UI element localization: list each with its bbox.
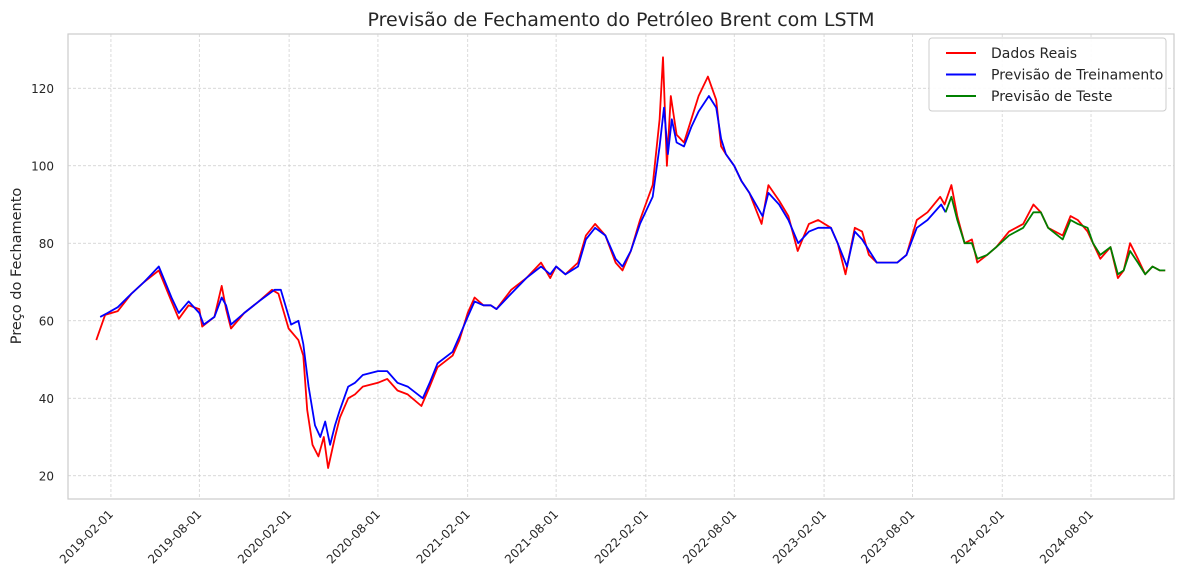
legend-box (928, 37, 1167, 112)
x-tick-label: 2019-02-01 (57, 507, 116, 566)
x-tick-label: 2023-02-01 (770, 507, 829, 566)
x-tick-label: 2020-08-01 (324, 507, 383, 566)
y-tick-label: 20 (39, 469, 54, 483)
legend-label: Dados Reais (991, 46, 1077, 62)
x-tick-label: 2020-02-01 (235, 507, 294, 566)
y-tick-label: 120 (31, 82, 54, 96)
x-tick-label: 2022-02-01 (592, 507, 651, 566)
legend: Dados Reais Previsão de Treinamento Previs… (928, 37, 1167, 112)
y-tick-label: 100 (31, 159, 54, 173)
x-axis-ticks: 2019-02-01 2019-08-01 2020-02-01 2020-08-01… (57, 507, 1096, 566)
legend-label: Previsão de Teste (991, 89, 1112, 105)
x-tick-label: 2022-08-01 (680, 507, 739, 566)
x-tick-label: 2021-08-01 (502, 507, 561, 566)
x-tick-label: 2024-08-01 (1037, 507, 1096, 566)
legend-label: Previsão de Treinamento (991, 68, 1163, 84)
x-tick-label: 2023-08-01 (858, 507, 917, 566)
x-tick-label: 2021-02-01 (414, 507, 473, 566)
y-axis-ticks: 20 40 60 80 100 120 (31, 82, 54, 484)
series-line-2 (944, 195, 1166, 276)
y-tick-label: 80 (39, 237, 54, 251)
chart-title: Previsão de Fechamento do Petróleo Brent… (368, 9, 875, 31)
x-tick-label: 2019-08-01 (145, 507, 204, 566)
series-line-1 (99, 95, 947, 446)
series-lines (95, 56, 1166, 469)
y-tick-label: 60 (39, 314, 54, 328)
y-tick-label: 40 (39, 392, 54, 406)
x-tick-label: 2024-02-01 (948, 507, 1007, 566)
y-axis-label: Preço do Fechamento (9, 188, 25, 345)
